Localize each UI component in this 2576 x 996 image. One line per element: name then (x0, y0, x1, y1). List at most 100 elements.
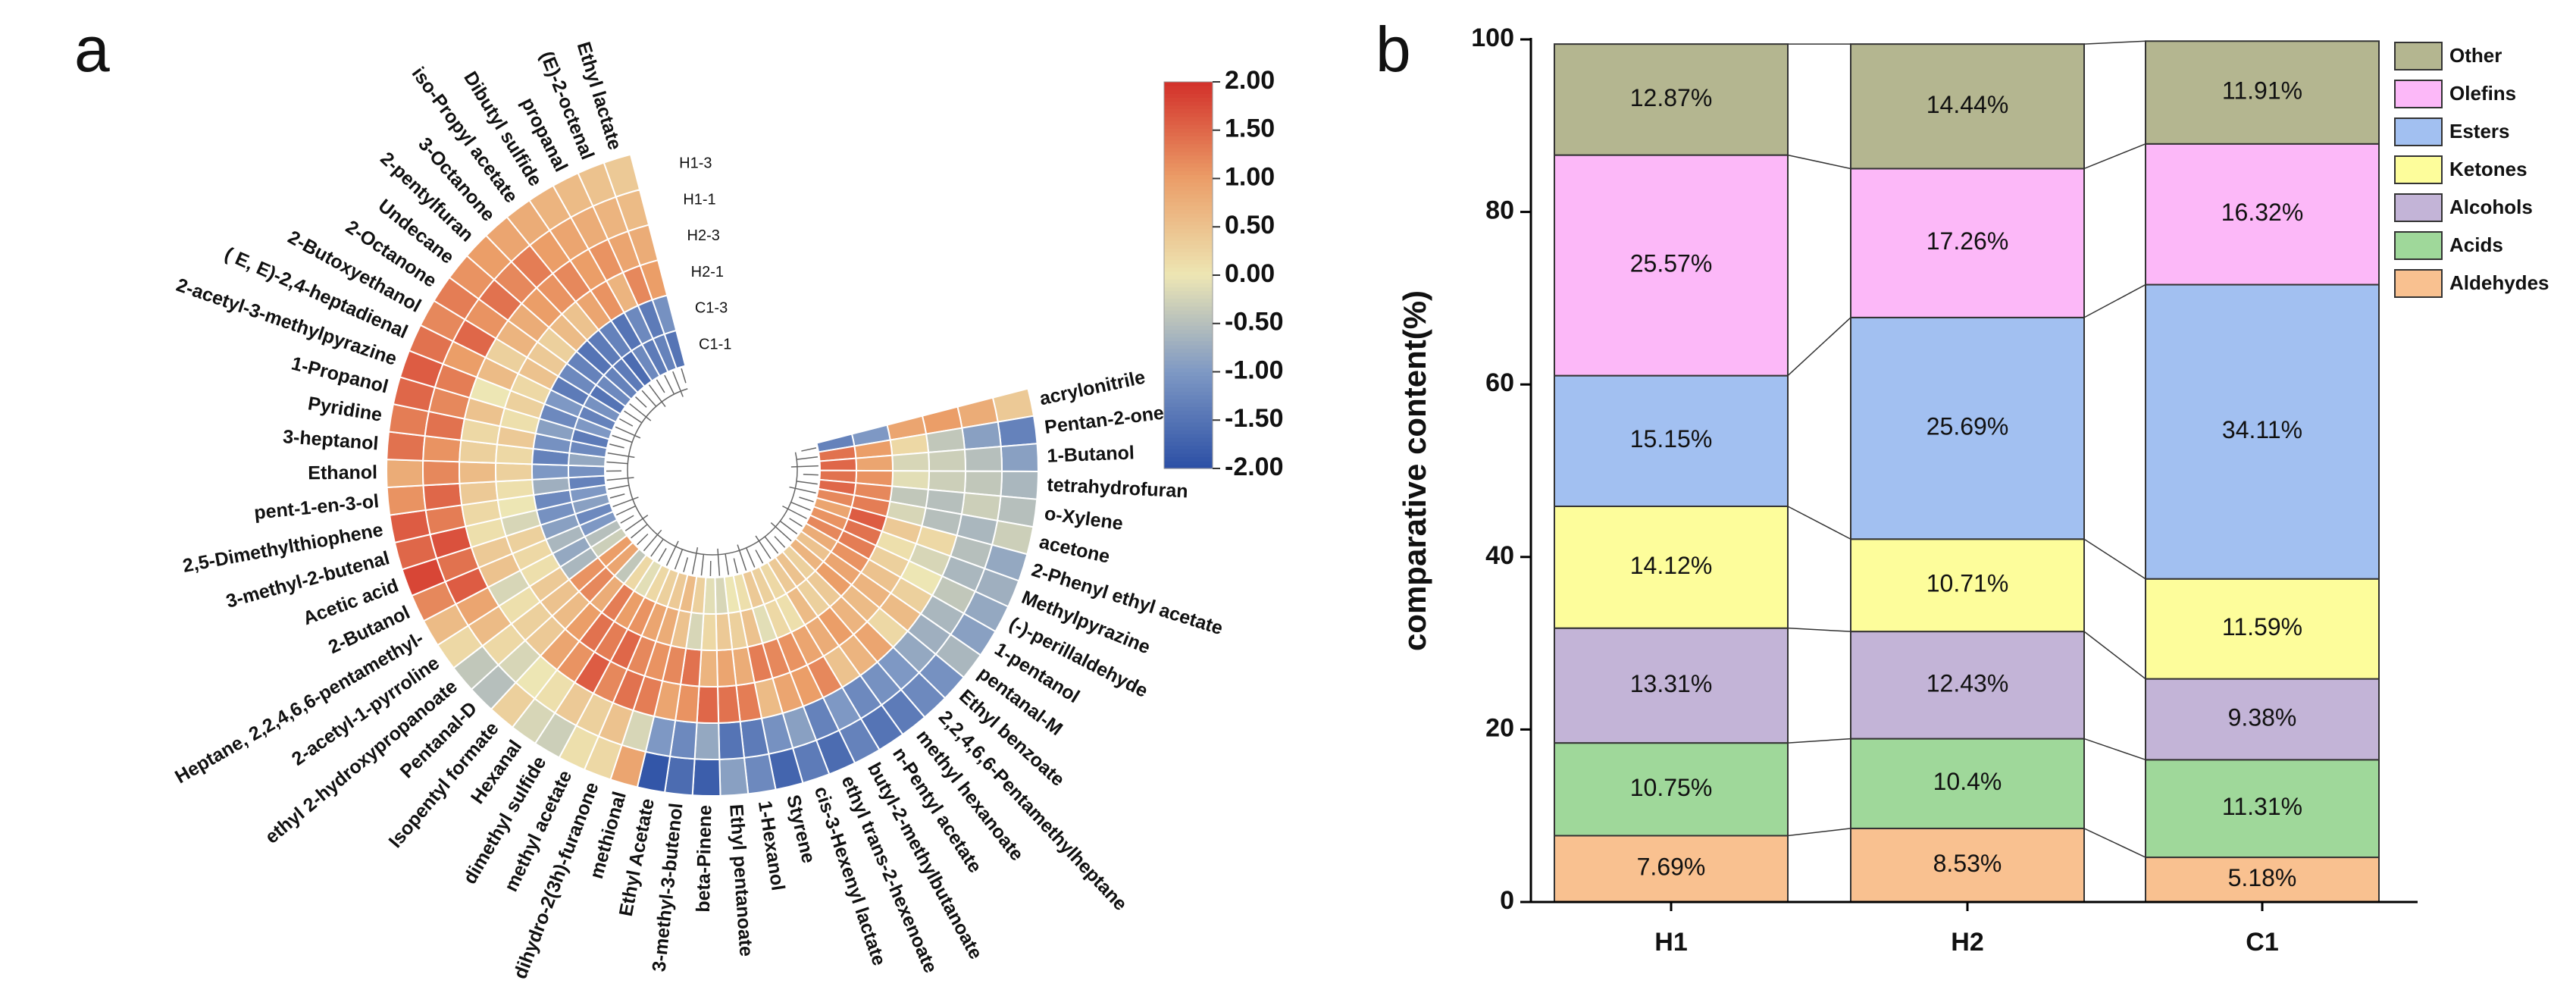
colorbar-band (1164, 121, 1213, 125)
y-tick-label: 40 (1485, 541, 1514, 570)
ring-label: H2-1 (691, 264, 724, 280)
heatmap-cell (855, 454, 894, 472)
colorbar-band (1164, 387, 1213, 392)
colorbar-band (1164, 321, 1213, 326)
colorbar-band (1164, 434, 1213, 438)
dendrogram (801, 447, 817, 452)
bar-segment (2145, 759, 2380, 859)
colorbar-band (1164, 232, 1213, 237)
heatmap-cell (422, 482, 463, 512)
bar-segment (2145, 283, 2380, 580)
legend-swatch (2394, 231, 2443, 260)
row-label: 1-Butanol (1047, 442, 1135, 466)
colorbar-band (1164, 418, 1213, 423)
colorbar-band (1164, 441, 1213, 446)
y-tick-label: 80 (1485, 196, 1514, 225)
bar-segment (1850, 168, 2085, 318)
dendrogram (648, 384, 666, 407)
dendrogram (796, 481, 818, 485)
colorbar-band (1164, 244, 1213, 249)
colorbar-band (1164, 337, 1213, 342)
dendrogram (717, 548, 721, 576)
connector (1787, 828, 1851, 837)
colorbar-band (1164, 171, 1213, 175)
colorbar-band (1164, 402, 1213, 407)
heatmap-cell (698, 649, 719, 687)
colorbar-band (1164, 333, 1213, 338)
heatmap-cell (818, 457, 858, 471)
colorbar-band (1164, 101, 1213, 106)
heatmap-cell (696, 685, 720, 724)
bar-value-label: 10.4% (1933, 768, 2002, 795)
dendrogram (606, 477, 634, 481)
connector (2083, 631, 2146, 680)
bar-segment (1850, 827, 2085, 903)
dendrogram (725, 553, 730, 575)
colorbar-band (1164, 364, 1213, 368)
connector (2083, 538, 2146, 580)
dendrogram (637, 533, 649, 546)
bar-value-label: 25.69% (1927, 413, 2009, 440)
bar-value-label: 16.32% (2221, 199, 2304, 226)
dendrogram (774, 536, 786, 548)
dendrogram (631, 524, 648, 539)
dendrogram (664, 374, 675, 395)
colorbar-band (1164, 371, 1213, 377)
colorbar-band (1164, 139, 1213, 145)
colorbar-band (1164, 147, 1213, 152)
dendrogram (789, 518, 803, 528)
heatmap-cell (997, 415, 1038, 448)
panel-label: a (74, 14, 110, 85)
colorbar-band (1164, 395, 1213, 399)
colorbar-tick-label: 2.00 (1225, 66, 1275, 95)
heatmap-cell (495, 462, 534, 483)
colorbar-band (1164, 437, 1213, 442)
dendrogram (650, 538, 664, 557)
dendrogram (612, 434, 633, 443)
legend-label: Other (2449, 44, 2502, 67)
bar-value-label: 10.75% (1630, 774, 1713, 801)
ring-label: H1-3 (679, 155, 712, 172)
colorbar-band (1164, 224, 1213, 230)
colorbar-band (1164, 93, 1213, 98)
dendrogram (683, 557, 689, 572)
heatmap-cell (459, 461, 497, 484)
dendrogram (737, 544, 747, 571)
legend-label: Acids (2449, 233, 2503, 256)
dendrogram (733, 558, 738, 574)
colorbar-band (1164, 445, 1213, 450)
dendrogram (745, 547, 756, 568)
colorbar-band (1164, 252, 1213, 257)
dendrogram (700, 554, 705, 576)
colorbar-band (1164, 267, 1213, 272)
heatmap-cell (568, 464, 606, 479)
colorbar-band (1164, 178, 1213, 183)
colorbar-band (1164, 155, 1213, 160)
colorbar-band (1164, 298, 1213, 303)
heatmap-cell (716, 684, 741, 724)
colorbar-band (1164, 368, 1213, 373)
y-axis-title: comparative content(%) (1397, 290, 1432, 651)
dendrogram (635, 396, 647, 408)
connector (2083, 828, 2146, 858)
dendrogram (656, 379, 665, 393)
colorbar-band (1164, 379, 1213, 384)
colorbar-band (1164, 228, 1213, 233)
heatmap-cell (927, 448, 967, 472)
colorbar-band (1164, 112, 1213, 117)
colorbar-band (1164, 240, 1213, 245)
colorbar-band (1164, 314, 1213, 318)
dendrogram (789, 486, 816, 494)
x-tick-label: H2 (1951, 928, 1983, 957)
dendrogram (609, 443, 624, 449)
colorbar-band (1164, 221, 1213, 226)
colorbar-tick-label: -1.50 (1225, 404, 1284, 433)
colorbar-band (1164, 271, 1213, 276)
dendrogram (641, 390, 657, 407)
x-tick-label: C1 (2246, 928, 2278, 957)
dendrogram (665, 540, 679, 566)
connector (1787, 627, 1851, 632)
legend-swatch (2394, 269, 2443, 298)
ring-label: H1-1 (683, 191, 715, 208)
colorbar-band (1164, 82, 1213, 86)
